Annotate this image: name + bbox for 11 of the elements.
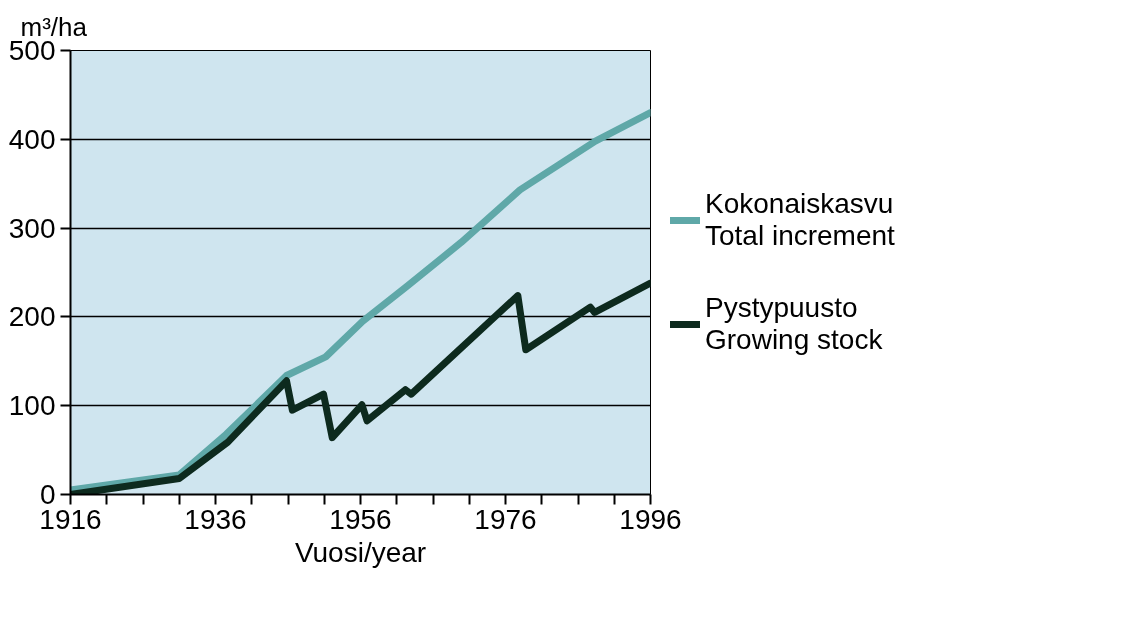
y-tick-label: 100 xyxy=(8,390,56,422)
x-tick-label: 1996 xyxy=(619,503,682,535)
y-tick-label: 400 xyxy=(8,123,56,155)
y-tick-label: 300 xyxy=(8,212,56,244)
legend-label: Kokonaiskasvu Total increment xyxy=(705,188,895,252)
x-tick-label: 1936 xyxy=(184,503,247,535)
y-tick-label: 200 xyxy=(8,301,56,333)
x-axis-title: Vuosi/year xyxy=(294,536,427,568)
legend-label: Pystypuusto Growing stock xyxy=(705,292,883,356)
x-tick-label: 1976 xyxy=(474,503,537,535)
x-tick-label: 1956 xyxy=(329,503,392,535)
